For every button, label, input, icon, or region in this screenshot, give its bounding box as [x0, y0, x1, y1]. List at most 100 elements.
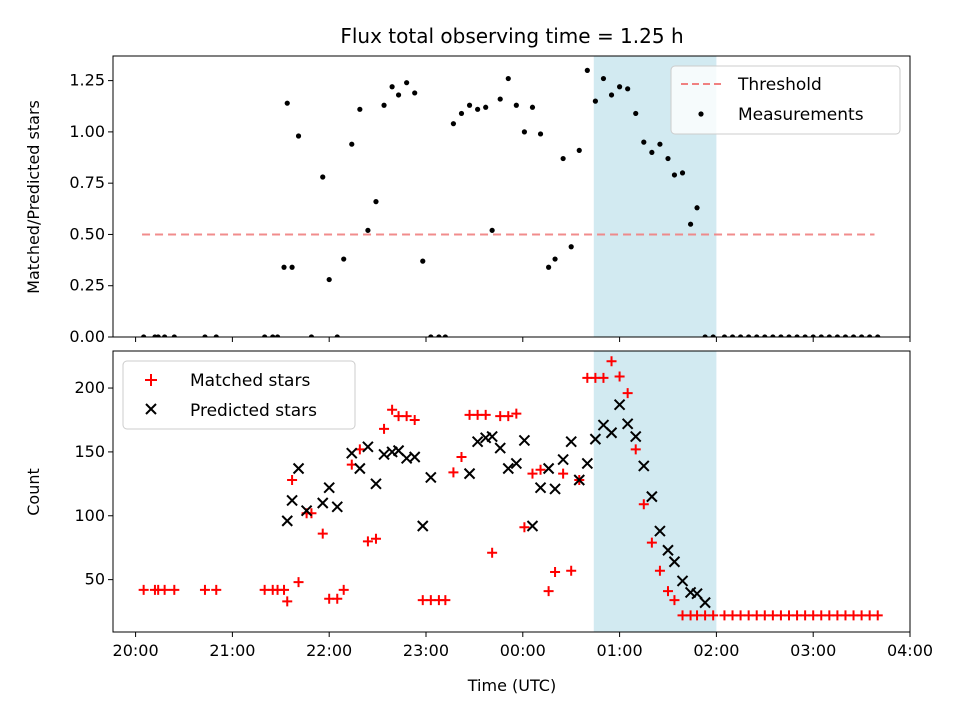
x-tick-label: 02:00 — [693, 641, 739, 660]
x-tick-label: 04:00 — [887, 641, 933, 660]
measurement-point — [284, 100, 290, 106]
measurement-point — [505, 75, 511, 82]
measurement-point — [381, 102, 387, 108]
predicted-star-marker — [463, 467, 476, 480]
measurement-point — [546, 264, 552, 270]
measurement-point — [373, 199, 379, 205]
measurement-point — [810, 334, 816, 337]
measurement-point — [420, 258, 426, 264]
predicted-star-marker — [370, 478, 382, 490]
measurement-point — [213, 334, 219, 337]
matched-star-marker — [448, 467, 459, 478]
top-x-ticks — [135, 337, 911, 342]
measurement-point — [458, 110, 465, 117]
matched-star-marker — [622, 388, 633, 399]
measurement-point — [694, 205, 700, 211]
matched-star-marker — [543, 586, 554, 597]
bottom-y-tick-label: 200 — [74, 378, 105, 397]
measurement-point — [858, 334, 865, 337]
measurement-point — [702, 334, 708, 337]
predicted-star-marker — [331, 501, 343, 513]
measurement-point — [450, 121, 457, 127]
top-y-tick-label: 0.75 — [69, 173, 105, 192]
matched-star-marker — [456, 452, 467, 463]
top-y-axis-label: Matched/Predicted stars — [24, 100, 43, 294]
predicted-star-marker — [346, 447, 358, 459]
x-tick-label: 00:00 — [500, 641, 546, 660]
predicted-star-marker — [699, 596, 711, 609]
predicted-star-marker — [502, 462, 514, 475]
predicted-star-marker — [662, 544, 674, 556]
measurement-point — [357, 106, 363, 112]
measurement-point — [649, 149, 655, 156]
matched-star-marker — [211, 584, 222, 595]
measurement-point — [842, 334, 849, 337]
measurement-point — [671, 172, 678, 178]
measurement-point — [786, 334, 792, 337]
measurement-point — [497, 96, 503, 102]
matched-star-marker — [379, 423, 390, 434]
matched-star-marker — [440, 595, 451, 606]
legend-matched-swatch — [145, 374, 157, 386]
measurement-point — [155, 334, 161, 337]
predicted-star-marker — [510, 457, 523, 470]
measurement-point — [794, 334, 800, 337]
measurement-point — [289, 264, 295, 270]
matched-star-marker — [503, 411, 514, 422]
measurement-point — [802, 334, 808, 337]
predicted-star-marker — [494, 442, 506, 454]
predicted-star-marker — [518, 434, 531, 447]
measurement-point — [592, 98, 598, 104]
matched-star-marker — [169, 584, 180, 595]
predicted-star-marker — [534, 481, 547, 494]
matched-star-marker — [362, 536, 373, 547]
measurement-point — [746, 334, 752, 337]
matched-star-marker — [293, 577, 304, 588]
measurement-point — [665, 155, 671, 162]
measurement-point — [657, 141, 663, 147]
matched-star-marker — [159, 584, 170, 595]
predicted-star-marker — [542, 462, 555, 475]
measurement-point — [513, 102, 519, 108]
measurement-point — [616, 84, 623, 90]
measurement-point — [281, 264, 287, 270]
measurement-point — [568, 244, 574, 250]
measurement-point — [834, 334, 840, 337]
predicted-star-marker — [526, 520, 539, 532]
predicted-star-marker — [425, 471, 437, 484]
x-axis-label: Time (UTC) — [467, 676, 556, 695]
matched-star-marker — [332, 593, 343, 604]
top-y-tick-label: 0.25 — [69, 276, 105, 295]
measurement-point — [625, 86, 631, 92]
measurement-point — [867, 334, 873, 337]
x-tick-label: 20:00 — [113, 641, 159, 660]
measurement-point — [818, 334, 824, 337]
predicted-star-marker — [408, 451, 421, 463]
predicted-star-marker — [557, 453, 569, 466]
measurement-point — [395, 92, 402, 98]
bottom-x-ticks: 20:00 21:00 22:00 23:00 00:00 01:00 02:00 03:00… — [113, 632, 933, 660]
predicted-star-marker — [646, 490, 658, 503]
measurement-point — [826, 334, 832, 337]
top-y-tick-label: 0.50 — [69, 224, 105, 243]
measurement-point — [428, 334, 434, 337]
legend-predicted-swatch — [145, 403, 157, 415]
measurement-point — [202, 334, 208, 337]
predicted-star-marker — [668, 556, 681, 568]
shaded-interval-rect — [593, 351, 717, 632]
bottom-legend-box — [122, 360, 356, 430]
measurement-points — [141, 67, 881, 337]
measurement-point — [754, 334, 760, 337]
bottom-y-axis-label: Count — [24, 468, 43, 516]
matched-star-marker — [401, 411, 412, 422]
predicted-star-marker — [281, 515, 293, 527]
measurement-point — [334, 334, 340, 337]
x-tick-label: 01:00 — [597, 641, 643, 660]
legend-measurements-swatch — [698, 111, 704, 117]
measurement-point — [466, 102, 473, 108]
matched-star-marker — [638, 499, 649, 510]
measurement-point — [295, 133, 302, 139]
predicted-star-marker — [605, 427, 618, 439]
measurement-point — [489, 227, 495, 233]
